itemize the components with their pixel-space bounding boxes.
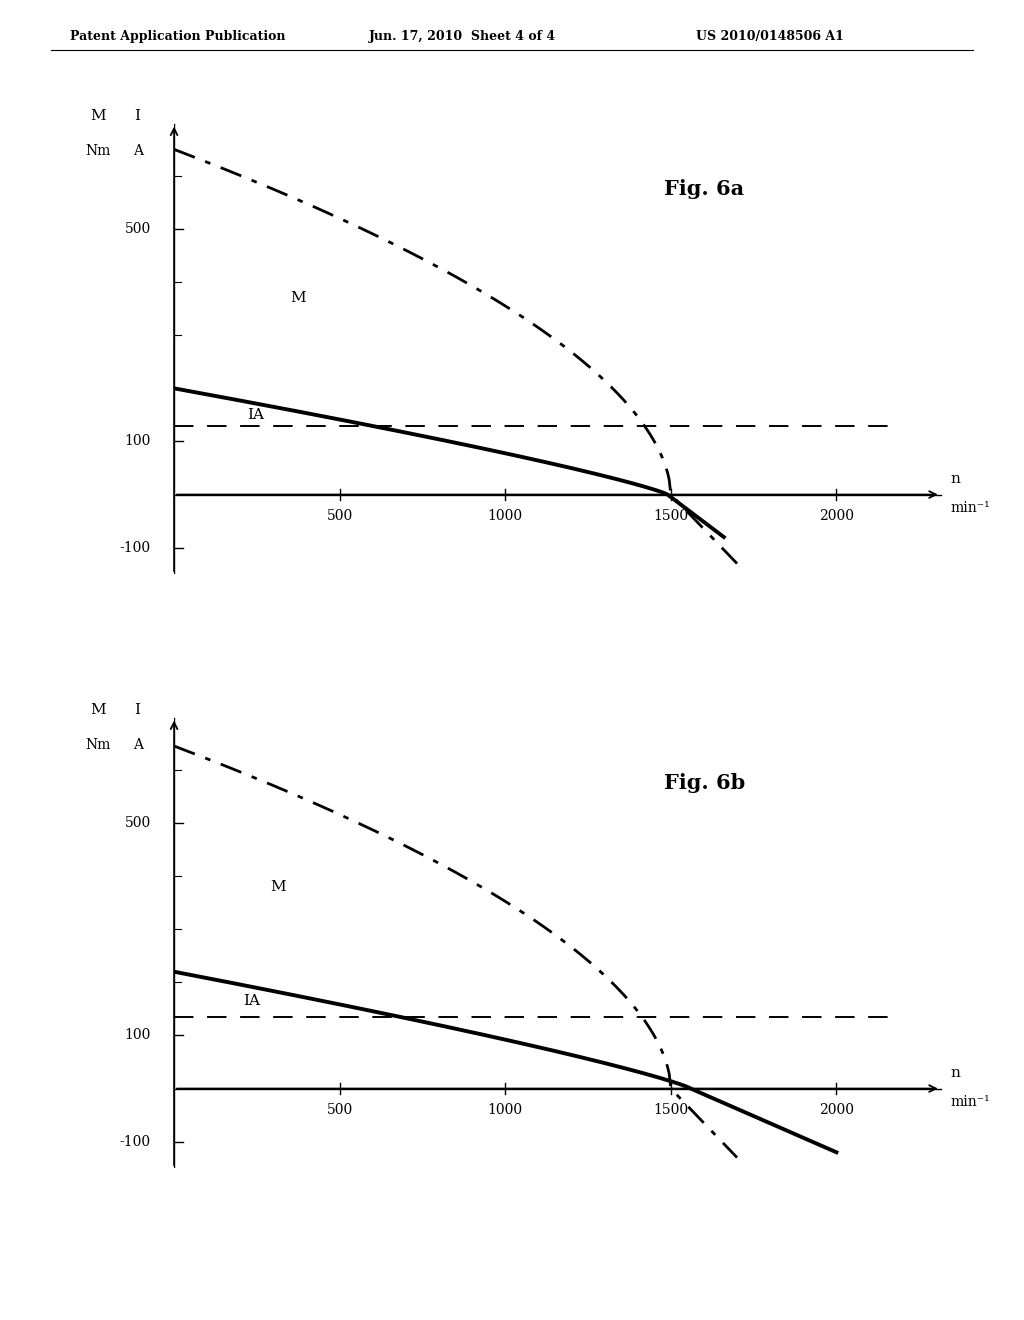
Text: US 2010/0148506 A1: US 2010/0148506 A1 xyxy=(696,30,844,44)
Text: 100: 100 xyxy=(124,434,151,449)
Text: IA: IA xyxy=(244,994,261,1008)
Text: 500: 500 xyxy=(125,222,151,236)
Text: min⁻¹: min⁻¹ xyxy=(950,500,990,515)
Text: I: I xyxy=(134,704,140,717)
Text: M: M xyxy=(90,110,105,123)
Text: 1500: 1500 xyxy=(653,510,688,523)
Text: Fig. 6a: Fig. 6a xyxy=(665,178,744,199)
Text: M: M xyxy=(270,879,286,894)
Text: M: M xyxy=(290,292,305,305)
Text: Nm: Nm xyxy=(85,738,111,752)
Text: n: n xyxy=(950,471,961,486)
Text: M: M xyxy=(90,704,105,717)
Text: min⁻¹: min⁻¹ xyxy=(950,1094,990,1109)
Text: 100: 100 xyxy=(124,1028,151,1043)
Text: 1000: 1000 xyxy=(487,1104,523,1117)
Text: 2000: 2000 xyxy=(819,1104,854,1117)
Text: Jun. 17, 2010  Sheet 4 of 4: Jun. 17, 2010 Sheet 4 of 4 xyxy=(369,30,556,44)
Text: IA: IA xyxy=(247,408,264,422)
Text: 1000: 1000 xyxy=(487,510,523,523)
Text: Nm: Nm xyxy=(85,144,111,158)
Text: A: A xyxy=(133,144,142,158)
Text: I: I xyxy=(134,110,140,123)
Text: -100: -100 xyxy=(120,541,151,554)
Text: Fig. 6b: Fig. 6b xyxy=(665,772,745,793)
Text: -100: -100 xyxy=(120,1135,151,1148)
Text: 500: 500 xyxy=(327,510,353,523)
Text: 1500: 1500 xyxy=(653,1104,688,1117)
Text: 500: 500 xyxy=(125,816,151,830)
Text: Patent Application Publication: Patent Application Publication xyxy=(70,30,285,44)
Text: 2000: 2000 xyxy=(819,510,854,523)
Text: 500: 500 xyxy=(327,1104,353,1117)
Text: A: A xyxy=(133,738,142,752)
Text: n: n xyxy=(950,1065,961,1080)
